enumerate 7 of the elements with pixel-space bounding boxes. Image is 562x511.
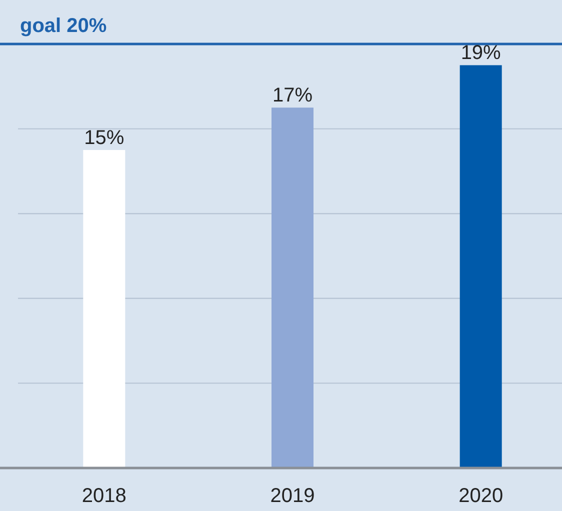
x-tick-label: 2019 xyxy=(270,485,315,507)
data-label: 17% xyxy=(272,84,313,107)
data-label: 15% xyxy=(84,127,124,149)
x-tick-label: 2020 xyxy=(458,485,504,507)
x-tick-label: 2018 xyxy=(82,485,126,507)
data-label: 19% xyxy=(460,42,502,64)
ref-line-label: goal 20% xyxy=(20,15,107,37)
